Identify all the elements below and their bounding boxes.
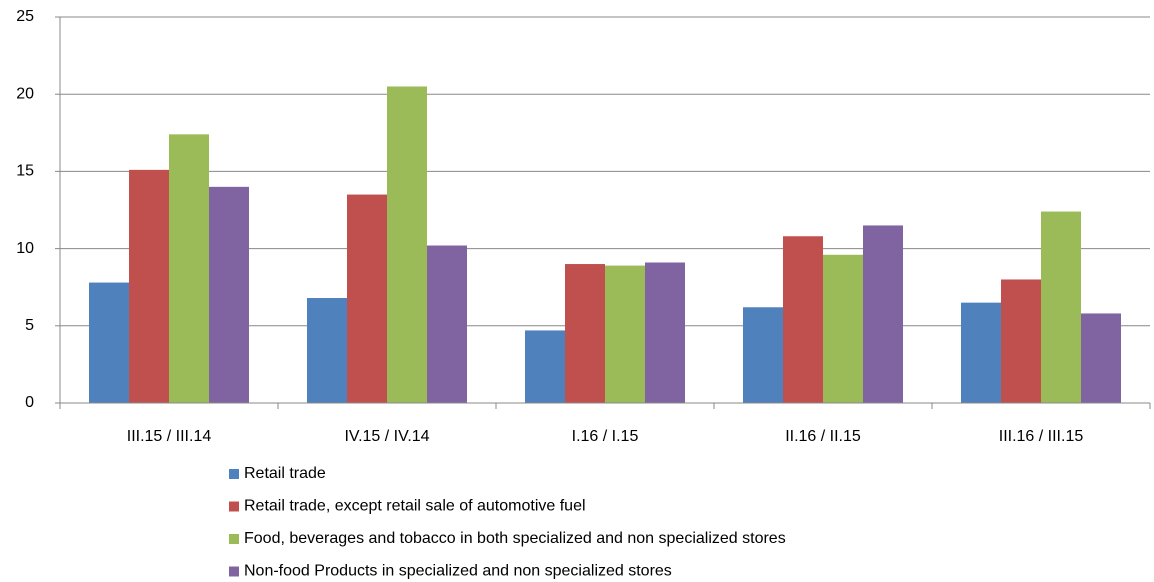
- x-tick-label: II.16 / II.15: [785, 428, 861, 445]
- bar: [307, 298, 347, 403]
- bar: [427, 245, 467, 403]
- y-tick-label: 5: [25, 317, 34, 334]
- y-tick-label: 0: [25, 394, 34, 411]
- bar: [863, 225, 903, 403]
- bar: [89, 282, 129, 403]
- bar: [605, 265, 645, 403]
- y-tick-label: 15: [16, 163, 34, 180]
- bar: [823, 254, 863, 403]
- y-tick-label: 20: [16, 85, 34, 102]
- y-tick-label: 25: [16, 8, 34, 25]
- bar: [645, 262, 685, 403]
- bar: [961, 302, 1001, 403]
- y-tick-label: 10: [16, 240, 34, 257]
- legend-swatch: [229, 469, 239, 479]
- legend-label: Food, beverages and tobacco in both spec…: [244, 530, 786, 547]
- bar: [1001, 279, 1041, 403]
- legend-label: Retail trade, except retail sale of auto…: [244, 498, 586, 515]
- legend-swatch: [229, 501, 239, 512]
- bar: [525, 330, 565, 403]
- x-tick-label: III.15 / III.14: [127, 428, 212, 445]
- x-tick-label: I.16 / I.15: [572, 428, 639, 445]
- bar: [387, 86, 427, 403]
- bar: [209, 186, 249, 403]
- x-tick-label: III.16 / III.15: [999, 428, 1084, 445]
- bar: [743, 307, 783, 403]
- bar: [1081, 313, 1121, 403]
- bar: [129, 169, 169, 403]
- bar: [169, 134, 209, 403]
- bar: [347, 194, 387, 403]
- legend-swatch: [229, 534, 239, 544]
- bar: [783, 236, 823, 403]
- legend-label: Retail trade: [244, 465, 326, 482]
- bar: [1041, 211, 1081, 403]
- x-tick-label: IV.15 / IV.14: [344, 428, 429, 445]
- legend-swatch: [229, 566, 239, 577]
- bar: [565, 264, 605, 403]
- legend-label: Non-food Products in specialized and non…: [244, 563, 672, 580]
